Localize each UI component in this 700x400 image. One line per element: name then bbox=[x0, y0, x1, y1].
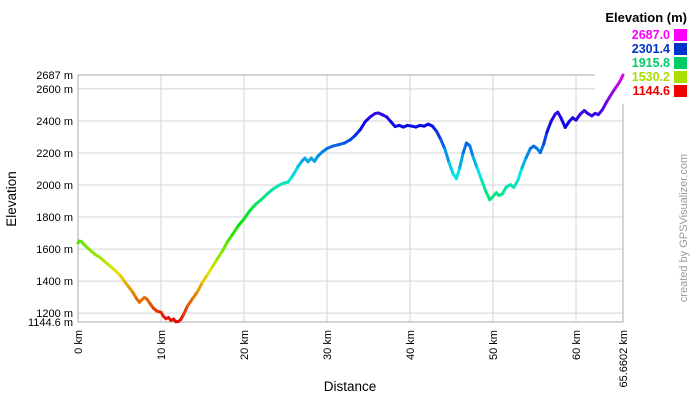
profile-segment bbox=[210, 257, 219, 269]
profile-segment bbox=[461, 141, 468, 155]
profile-segment bbox=[475, 166, 483, 181]
y-tick-label: 1800 m bbox=[36, 212, 73, 224]
gridlines bbox=[77, 74, 624, 323]
y-tick-label: 2400 m bbox=[36, 116, 73, 128]
x-axis-title: Distance bbox=[324, 379, 377, 394]
legend-background bbox=[595, 10, 688, 104]
profile-segment bbox=[524, 147, 532, 159]
y-tick-label: 2000 m bbox=[36, 180, 73, 192]
legend-title: Elevation (m) bbox=[605, 10, 687, 25]
legend-rows: 2687.0 2301.4 1915.8 1530.2 1144.6 bbox=[605, 28, 687, 98]
profile-segment bbox=[358, 120, 367, 132]
legend-row: 1530.2 bbox=[605, 70, 687, 84]
legend: Elevation (m) 2687.0 2301.4 1915.8 1530.2 11… bbox=[605, 11, 687, 98]
profile-segment bbox=[201, 273, 209, 284]
axis-tick-labels: 2687 m 2600 m 2400 m 2200 m 2000 m 1800 m 1600… bbox=[28, 70, 630, 387]
legend-row: 1915.8 bbox=[605, 56, 687, 70]
y-tick-label: 2600 m bbox=[36, 84, 73, 96]
profile-segment bbox=[220, 240, 229, 253]
legend-value: 1144.6 bbox=[632, 84, 670, 98]
plot-border bbox=[77, 74, 624, 323]
legend-color-swatch bbox=[674, 85, 687, 97]
legend-color-swatch bbox=[674, 29, 687, 41]
profile-segment bbox=[230, 224, 240, 237]
x-tick-label: 65.6602 km bbox=[618, 330, 630, 387]
profile-segment bbox=[196, 280, 205, 294]
legend-color-swatch bbox=[674, 43, 687, 55]
y-tick-label: 2200 m bbox=[36, 148, 73, 160]
legend-row: 1144.6 bbox=[605, 84, 687, 98]
profile-segment bbox=[468, 144, 475, 159]
watermark: created by GPSVisualizer.com bbox=[678, 154, 690, 302]
profile-segment bbox=[435, 129, 443, 141]
profile-segment bbox=[545, 119, 553, 134]
profile-segment bbox=[520, 155, 528, 170]
x-tick-label: 0 km bbox=[73, 330, 85, 354]
x-tick-label: 60 km bbox=[571, 330, 583, 360]
x-tick-label: 50 km bbox=[488, 330, 500, 360]
profile-segment bbox=[471, 155, 479, 170]
profile-segment bbox=[439, 137, 447, 151]
profile-segment bbox=[447, 161, 455, 176]
profile-segment bbox=[542, 130, 549, 146]
x-tick-label: 20 km bbox=[239, 330, 251, 360]
legend-color-swatch bbox=[674, 71, 687, 83]
profile-segment bbox=[516, 166, 524, 182]
legend-row: 2687.0 bbox=[605, 28, 687, 42]
legend-value: 2687.0 bbox=[631, 28, 670, 42]
profile-segment bbox=[479, 177, 488, 193]
y-tick-label: 2687 m bbox=[36, 70, 73, 82]
x-tick-label: 10 km bbox=[156, 330, 168, 360]
profile-segment bbox=[242, 209, 252, 221]
y-tick-label: 1200 m bbox=[36, 308, 73, 320]
profile-segment bbox=[619, 73, 625, 82]
elevation-profile-line bbox=[76, 73, 625, 324]
legend-value: 1530.2 bbox=[631, 70, 670, 84]
x-tick-label: 40 km bbox=[405, 330, 417, 360]
legend-row: 2301.4 bbox=[605, 42, 687, 56]
profile-segment bbox=[291, 165, 300, 177]
profile-segment bbox=[205, 265, 214, 277]
profile-segment bbox=[181, 304, 190, 317]
profile-segment bbox=[215, 249, 224, 261]
legend-value: 2301.4 bbox=[631, 42, 670, 56]
legend-value: 1915.8 bbox=[631, 56, 670, 70]
profile-segment bbox=[443, 147, 451, 165]
y-tick-label: 1600 m bbox=[36, 244, 73, 256]
profile-segment bbox=[484, 189, 492, 202]
profile-segment bbox=[538, 142, 546, 155]
profile-segment bbox=[458, 151, 465, 169]
profile-segment bbox=[236, 217, 246, 228]
y-axis-title: Elevation bbox=[4, 171, 19, 227]
y-tick-label: 1400 m bbox=[36, 276, 73, 288]
x-tick-label: 30 km bbox=[322, 330, 334, 360]
y-tick-label: 1144.6 m bbox=[28, 317, 73, 329]
profile-segment bbox=[454, 165, 462, 181]
legend-color-swatch bbox=[674, 57, 687, 69]
